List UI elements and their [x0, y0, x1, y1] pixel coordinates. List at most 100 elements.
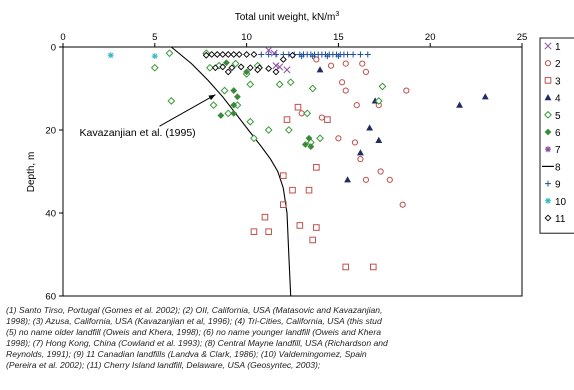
- data-point-series-5: [284, 126, 293, 134]
- legend-label: 11: [555, 214, 566, 225]
- data-point-series-9: [357, 51, 364, 58]
- legend-marker-9: [545, 180, 551, 187]
- data-point-series-11: [289, 51, 296, 59]
- data-point-series-2: [313, 56, 320, 63]
- x-tick-label: 15: [333, 32, 344, 43]
- data-point-series-2: [335, 135, 342, 142]
- data-point-series-11: [228, 64, 236, 72]
- annotation-label: Kavazanjian et al. (1995): [80, 127, 196, 139]
- data-point-series-11: [208, 51, 216, 58]
- data-point-series-11: [211, 64, 219, 72]
- data-point-series-9: [272, 51, 279, 58]
- data-point-series-9: [324, 53, 331, 60]
- data-point-series-5: [150, 63, 159, 72]
- data-point-series-3: [305, 186, 313, 194]
- data-point-series-5: [316, 134, 324, 143]
- data-point-series-4: [357, 149, 364, 156]
- caption-line: 1998); (3) Azusa, California, USA (Kavaz…: [6, 315, 382, 326]
- legend-label: 1: [555, 42, 561, 53]
- data-point-series-11: [235, 51, 243, 58]
- data-point-series-6: [307, 143, 315, 150]
- legend-label: 5: [555, 111, 561, 122]
- data-point-series-11: [250, 51, 258, 58]
- data-point-series-5: [167, 97, 176, 105]
- caption-line: (Pereira et al. 2002); (11) Cherry Islan…: [6, 359, 321, 370]
- legend-marker-6: [544, 128, 552, 136]
- data-point-series-6: [230, 110, 238, 117]
- legend-marker-5: [544, 110, 552, 119]
- data-point-series-3: [342, 263, 350, 271]
- data-point-series-3: [289, 186, 296, 194]
- data-point-series-5: [246, 80, 255, 89]
- data-point-series-10: [151, 53, 158, 60]
- data-point-series-9: [258, 51, 265, 58]
- caption-line: Reynolds, 1991); (9) 11 Canadian landfil…: [6, 348, 367, 359]
- legend-label: 10: [555, 197, 567, 208]
- legend-label: 7: [555, 145, 561, 156]
- data-point-series-4: [456, 101, 463, 108]
- data-point-series-9: [364, 51, 371, 58]
- data-point-series-11: [224, 68, 232, 76]
- data-point-series-2: [338, 79, 346, 86]
- data-point-series-11: [219, 63, 227, 71]
- data-point-series-3: [280, 172, 287, 179]
- x-tick-label: 5: [152, 32, 157, 43]
- data-point-series-4: [366, 124, 374, 131]
- data-point-series-9: [309, 53, 316, 60]
- legend-marker-3: [544, 77, 552, 84]
- chart: Total unit weight, kN/m3 Depth, m 0 5 10 15…: [26, 11, 574, 303]
- data-point-series-3: [313, 164, 320, 171]
- legend-label: 8: [555, 162, 561, 173]
- data-point-series-5: [209, 101, 218, 110]
- data-point-series-5: [308, 84, 317, 93]
- caption-line: 1998); (7) Hong Kong, China (Cowland et …: [6, 337, 388, 348]
- data-point-series-3: [265, 228, 272, 235]
- data-point-series-11: [265, 65, 273, 73]
- x-axis-label-text: Total unit weight, kN/m: [235, 12, 336, 23]
- data-point-series-2: [353, 102, 360, 109]
- data-point-series-6: [305, 134, 313, 142]
- data-point-series-11: [230, 51, 238, 58]
- data-point-series-6: [223, 59, 230, 67]
- data-point-series-11: [279, 56, 287, 63]
- data-point-series-4: [481, 93, 489, 100]
- data-point-series-5: [303, 109, 312, 118]
- data-point-series-3: [313, 224, 320, 231]
- data-point-series-3: [309, 236, 316, 244]
- data-point-series-5: [378, 82, 387, 91]
- data-point-series-2: [399, 201, 406, 208]
- x-tick-label: 10: [241, 32, 252, 43]
- data-point-series-6: [234, 93, 241, 101]
- data-point-series-3: [294, 103, 302, 111]
- data-point-series-4: [316, 66, 324, 73]
- data-point-series-5: [220, 86, 229, 95]
- data-point-series-3: [283, 116, 291, 123]
- trend-layer: [170, 46, 292, 297]
- data-point-series-6: [230, 101, 238, 109]
- data-point-series-2: [342, 60, 349, 67]
- data-point-series-11: [246, 64, 254, 72]
- legend: 1 2 3 4 5 6 7 8 9 10 11: [539, 37, 574, 234]
- caption-line: (5) no name older landfill (Oweis and Kh…: [6, 326, 381, 337]
- x-axis-label: Total unit weight, kN/m3: [235, 11, 340, 23]
- data-point-series-2: [342, 87, 349, 94]
- x-tick-label: 25: [517, 32, 528, 43]
- data-point-series-10: [107, 52, 114, 59]
- data-point-series-2: [386, 176, 393, 183]
- legend-marker-4: [544, 94, 552, 101]
- data-point-series-5: [246, 117, 255, 126]
- data-point-series-2: [359, 60, 366, 67]
- annotation-arrow-line: [159, 94, 216, 127]
- data-point-series-2: [403, 87, 410, 94]
- x-tick-label: 20: [425, 32, 436, 43]
- data-point-series-1: [276, 63, 284, 71]
- y-tick-label: 20: [45, 126, 56, 137]
- data-point-series-3: [250, 228, 258, 235]
- data-point-series-5: [165, 49, 174, 58]
- legend-label: 6: [555, 128, 561, 139]
- data-point-series-5: [224, 109, 233, 118]
- data-point-series-11: [219, 51, 227, 58]
- y-tick-label: 0: [51, 43, 56, 54]
- data-point-series-11: [213, 51, 221, 58]
- y-tick-label: 40: [45, 209, 56, 220]
